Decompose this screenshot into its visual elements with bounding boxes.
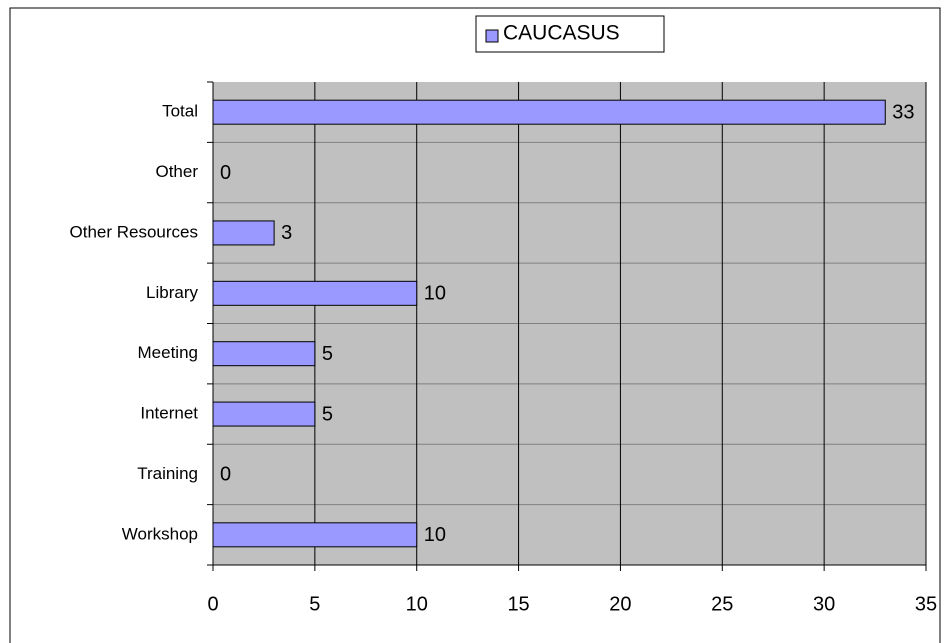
y-tick-label: Other: [155, 162, 198, 181]
x-tick-label: 20: [609, 593, 631, 615]
value-label: 5: [322, 403, 333, 425]
y-tick-label: Total: [162, 102, 198, 121]
value-label: 10: [424, 524, 446, 546]
bar: [212, 280, 418, 306]
y-tick-label: Workshop: [122, 524, 198, 543]
value-label: 5: [322, 343, 333, 365]
bar: [212, 220, 275, 246]
y-tick-label: Internet: [140, 404, 198, 423]
bar: [212, 99, 886, 125]
value-label: 33: [892, 101, 914, 123]
bar: [212, 341, 316, 367]
x-tick-label: 0: [207, 593, 218, 615]
y-tick-label: Meeting: [138, 343, 198, 362]
y-tick-label: Library: [146, 283, 198, 302]
y-tick-label: Other Resources: [70, 222, 199, 241]
y-tick-label: Training: [137, 464, 198, 483]
bar: [212, 401, 316, 427]
value-label: 10: [424, 283, 446, 305]
x-tick-label: 10: [406, 593, 428, 615]
x-tick-label: 5: [309, 593, 320, 615]
x-tick-label: 35: [915, 593, 937, 615]
x-tick-label: 25: [711, 593, 733, 615]
x-tick-label: 30: [813, 593, 835, 615]
legend-swatch: [485, 29, 499, 43]
legend-label: CAUCASUS: [503, 22, 620, 45]
value-label: 3: [281, 222, 292, 244]
legend: [475, 15, 665, 53]
bar: [212, 522, 418, 548]
x-tick-label: 15: [507, 593, 529, 615]
value-label: 0: [220, 464, 231, 486]
value-label: 0: [220, 162, 231, 184]
